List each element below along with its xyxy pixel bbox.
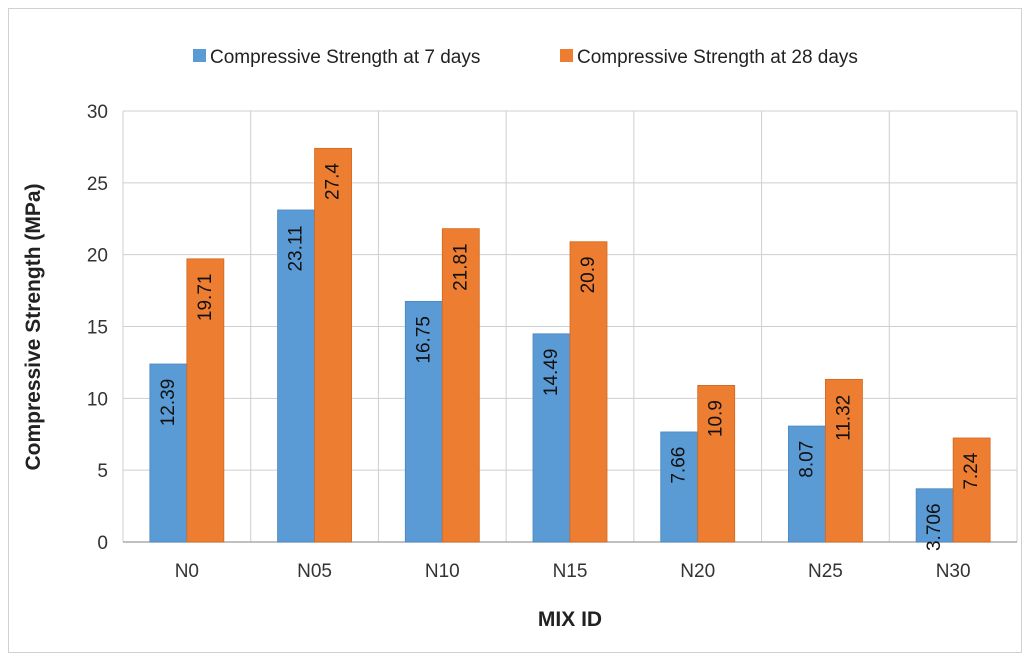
y-tick-label: 25 xyxy=(87,174,108,195)
bar-7-days xyxy=(532,333,571,543)
bar-7-days xyxy=(404,300,443,543)
x-tick-label: N25 xyxy=(808,561,843,582)
x-axis-ticks: N0 N05 N10 N15 N20 N25 N30 xyxy=(175,561,971,582)
bar-28-days xyxy=(952,437,991,543)
y-axis-ticks: 0 5 10 15 20 25 30 xyxy=(87,102,108,554)
bar-7-days xyxy=(660,431,699,543)
bar-28-days xyxy=(314,147,352,543)
data-label: 16.75 xyxy=(413,316,434,364)
data-label: 3.706 xyxy=(924,503,945,551)
y-tick-label: 15 xyxy=(87,318,108,339)
x-tick-label: N15 xyxy=(553,561,588,582)
x-tick-label: N30 xyxy=(936,561,971,582)
legend-swatch-7-days xyxy=(193,49,206,62)
x-tick-label: N20 xyxy=(680,561,715,582)
bar-7-days xyxy=(915,488,954,543)
bar-28-days xyxy=(825,378,863,543)
data-label: 21.81 xyxy=(450,243,471,291)
bar-28-days xyxy=(441,228,480,543)
data-label: 8.07 xyxy=(796,441,817,478)
legend-label-28-days: Compressive Strength at 28 days xyxy=(577,47,858,68)
y-tick-label: 10 xyxy=(87,389,108,410)
legend: Compressive Strength at 7 days Compressi… xyxy=(193,47,858,68)
data-label: 23.11 xyxy=(286,225,307,271)
data-label: 11.32 xyxy=(833,395,854,441)
bar-7-days xyxy=(788,425,826,543)
y-axis-title: Compressive Strength (MPa) xyxy=(22,183,45,470)
data-label: 12.39 xyxy=(158,379,179,427)
legend-swatch-28-days xyxy=(560,49,573,62)
bar-28-days xyxy=(186,258,225,543)
data-label: 10.9 xyxy=(706,400,727,437)
legend-label-7-days: Compressive Strength at 7 days xyxy=(210,47,480,68)
bar-28-days xyxy=(697,385,736,543)
bar-28-days xyxy=(569,241,608,543)
bars xyxy=(149,147,991,543)
bar-7-days xyxy=(277,209,315,543)
gridlines xyxy=(122,110,1018,543)
x-tick-label: N10 xyxy=(425,561,460,582)
data-labels: 12.39 19.71 23.11 27.4 16.75 21.81 14.49 20.9 7.… xyxy=(158,163,982,551)
x-axis-title: MIX ID xyxy=(538,608,602,631)
x-tick-label: N05 xyxy=(297,561,332,582)
y-tick-label: 20 xyxy=(87,246,108,267)
data-label: 7.24 xyxy=(961,452,982,489)
y-tick-label: 30 xyxy=(87,102,108,123)
bar-7-days xyxy=(149,363,188,543)
data-label: 14.49 xyxy=(541,349,562,397)
y-tick-label: 5 xyxy=(97,461,108,482)
data-label: 20.9 xyxy=(578,256,599,293)
data-label: 27.4 xyxy=(323,163,344,200)
data-label: 19.71 xyxy=(195,274,216,322)
y-tick-label: 0 xyxy=(97,533,108,554)
data-label: 7.66 xyxy=(669,447,690,484)
x-tick-label: N0 xyxy=(175,561,199,582)
chart-frame xyxy=(8,8,1022,653)
